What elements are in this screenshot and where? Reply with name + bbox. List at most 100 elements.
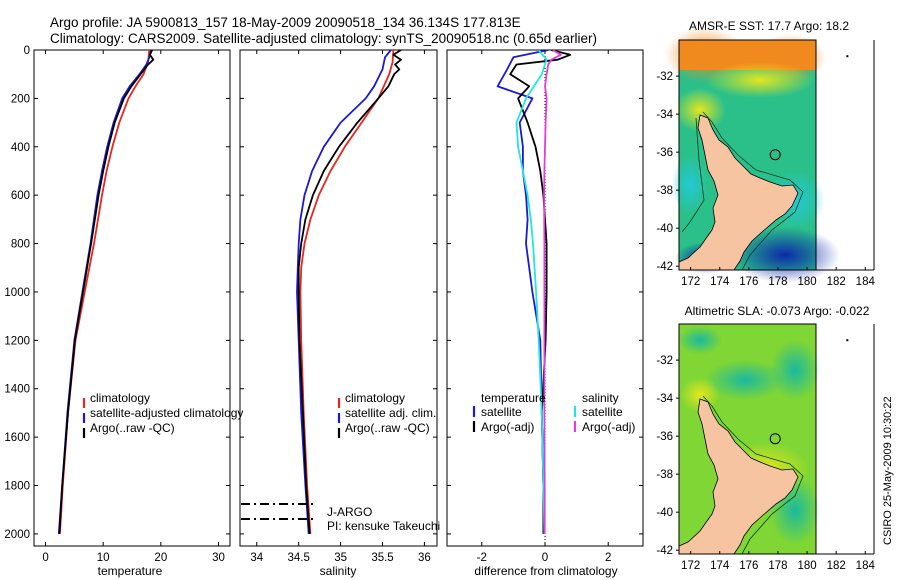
map-x-tick-label: 172 [681, 276, 700, 288]
salinity-panel: 34 34.5 35 35.5 36 salinity climatology sate… [239, 49, 440, 578]
csiro-timestamp: CSIRO 25-May-2009 10:30:22 [882, 396, 894, 545]
map-x-tick-label: 182 [827, 276, 846, 288]
series-satellite-adjusted-climatology [57, 50, 152, 534]
legend-argo-label: Argo(..raw -QC) [90, 421, 175, 435]
sla-low-region [705, 360, 785, 400]
temperature-xlabel: temperature [98, 564, 163, 578]
series-climatology [59, 50, 151, 534]
sst-map-title: AMSR-E SST: 17.7 Argo: 18.2 [689, 19, 849, 33]
jargo-annotation: J-ARGO [327, 505, 372, 519]
salinity-xlabel: salinity [320, 564, 357, 578]
difference-legend: temperature satellite Argo(-adj) salinit… [472, 391, 635, 434]
map-y-tick-label: -36 [656, 431, 673, 443]
map-y-tick-label: -38 [656, 185, 673, 197]
legend-sat-label: satellite-adjusted climatology [90, 406, 243, 420]
legend-argo-label: Argo(..raw -QC) [345, 421, 430, 435]
legend-temp-sat-label: satellite [481, 405, 522, 419]
x-tick-label: 36 [418, 552, 431, 564]
map-x-tick-label: 182 [827, 560, 846, 572]
map-y-tick-label: -42 [656, 261, 673, 273]
map-x-tick-label: 174 [710, 276, 730, 288]
y-tick-label: 0 [24, 45, 30, 57]
legend-sat-label: satellite adj. clim. [345, 406, 436, 420]
x-tick-label: 0 [542, 552, 548, 564]
map-y-tick-label: -36 [656, 147, 673, 159]
island-mark [846, 339, 849, 342]
x-tick-label: 0 [42, 552, 48, 564]
y-tick-label: 800 [11, 239, 30, 251]
island-mark [846, 55, 849, 58]
map-x-tick-label: 176 [739, 560, 758, 572]
nz-landmass [678, 114, 799, 271]
salinity-legend: climatology satellite adj. clim. Argo(..… [337, 391, 436, 438]
map-x-tick-label: 180 [797, 276, 816, 288]
map-x-tick-label: 176 [739, 276, 758, 288]
legend-temperature-heading: temperature [481, 391, 546, 405]
x-tick-label: 35 [334, 552, 347, 564]
legend-sal-sat-label: satellite [582, 405, 623, 419]
series-salinity-satellite [515, 50, 548, 534]
temperature-panel: 0 10 20 30 0 200 400 600 800 1000 1200 1400 1600 1800… [4, 45, 243, 578]
series-salinity-argo-adj- [543, 50, 562, 534]
temperature-legend: climatology satellite-adjusted climatolo… [82, 391, 243, 438]
map-y-tick-label: -38 [656, 469, 673, 481]
map-x-tick-label: 174 [710, 560, 730, 572]
map-x-tick-label: 184 [856, 276, 876, 288]
series-argo-raw-qc- [297, 50, 402, 534]
y-tick-label: 200 [11, 93, 30, 105]
shelf-contour [702, 395, 804, 555]
map-y-tick-label: -34 [656, 393, 673, 405]
shelf-contour [681, 117, 705, 233]
map-x-tick-label: 184 [856, 560, 876, 572]
map-y-tick-label: -34 [656, 109, 673, 121]
y-tick-label: 1000 [4, 287, 30, 299]
header-line1: Argo profile: JA 5900813_157 18-May-2009… [50, 15, 521, 30]
legend-sal-argo-label: Argo(-adj) [582, 420, 635, 434]
sst-mild-region [705, 62, 815, 98]
x-tick-label: 34 [250, 552, 263, 564]
x-tick-label: 20 [154, 552, 167, 564]
difference-panel: -2 0 2 difference from climatology tempera… [446, 49, 644, 578]
y-tick-label: 400 [11, 142, 30, 154]
legend-clim-label: climatology [345, 391, 405, 405]
map-y-tick-label: -42 [656, 545, 673, 557]
series-satellite-adj-clim- [296, 50, 392, 534]
sla-map-panel: Altimetric SLA: -0.073 Argo: -0.022 172 1… [656, 304, 875, 572]
temperature-axes-frame [33, 49, 231, 547]
y-tick-label: 1200 [4, 335, 30, 347]
map-y-tick-label: -32 [656, 71, 673, 83]
map-x-tick-label: 178 [768, 276, 787, 288]
legend-temp-argo-label: Argo(-adj) [481, 420, 534, 434]
map-x-tick-label: 180 [797, 560, 816, 572]
x-tick-label: 34.5 [287, 552, 309, 564]
x-tick-label: 30 [212, 552, 225, 564]
sst-mild-region [674, 88, 726, 132]
sla-map-title: Altimetric SLA: -0.073 Argo: -0.022 [685, 304, 870, 318]
shelf-contour [702, 111, 804, 271]
sla-low-region [678, 326, 722, 354]
map-x-tick-label: 178 [768, 560, 787, 572]
x-tick-label: 2 [605, 552, 611, 564]
sst-cool-region [672, 155, 708, 215]
legend-salinity-heading: salinity [582, 391, 619, 405]
x-tick-label: 10 [97, 552, 110, 564]
pi-annotation: PI: kensuke Takeuchi [327, 519, 440, 533]
y-tick-label: 1400 [4, 384, 30, 396]
map-y-tick-label: -40 [656, 223, 673, 235]
map-x-tick-label: 172 [681, 560, 700, 572]
series-argo-raw-qc- [58, 50, 155, 534]
difference-xlabel: difference from climatology [474, 564, 617, 578]
x-tick-label: 35.5 [371, 552, 393, 564]
salinity-axes-frame [239, 49, 438, 547]
map-y-tick-label: -40 [656, 507, 673, 519]
float-position-marker [769, 149, 781, 161]
header-line2: Climatology: CARS2009. Satellite-adjuste… [50, 31, 597, 46]
x-tick-label: -2 [477, 552, 487, 564]
sla-low-region [770, 340, 820, 400]
y-tick-label: 1800 [4, 481, 30, 493]
series-temperature-satellite [496, 50, 549, 534]
y-tick-label: 600 [11, 190, 30, 202]
map-y-tick-label: -32 [656, 355, 673, 367]
sst-cold-region [730, 227, 840, 283]
